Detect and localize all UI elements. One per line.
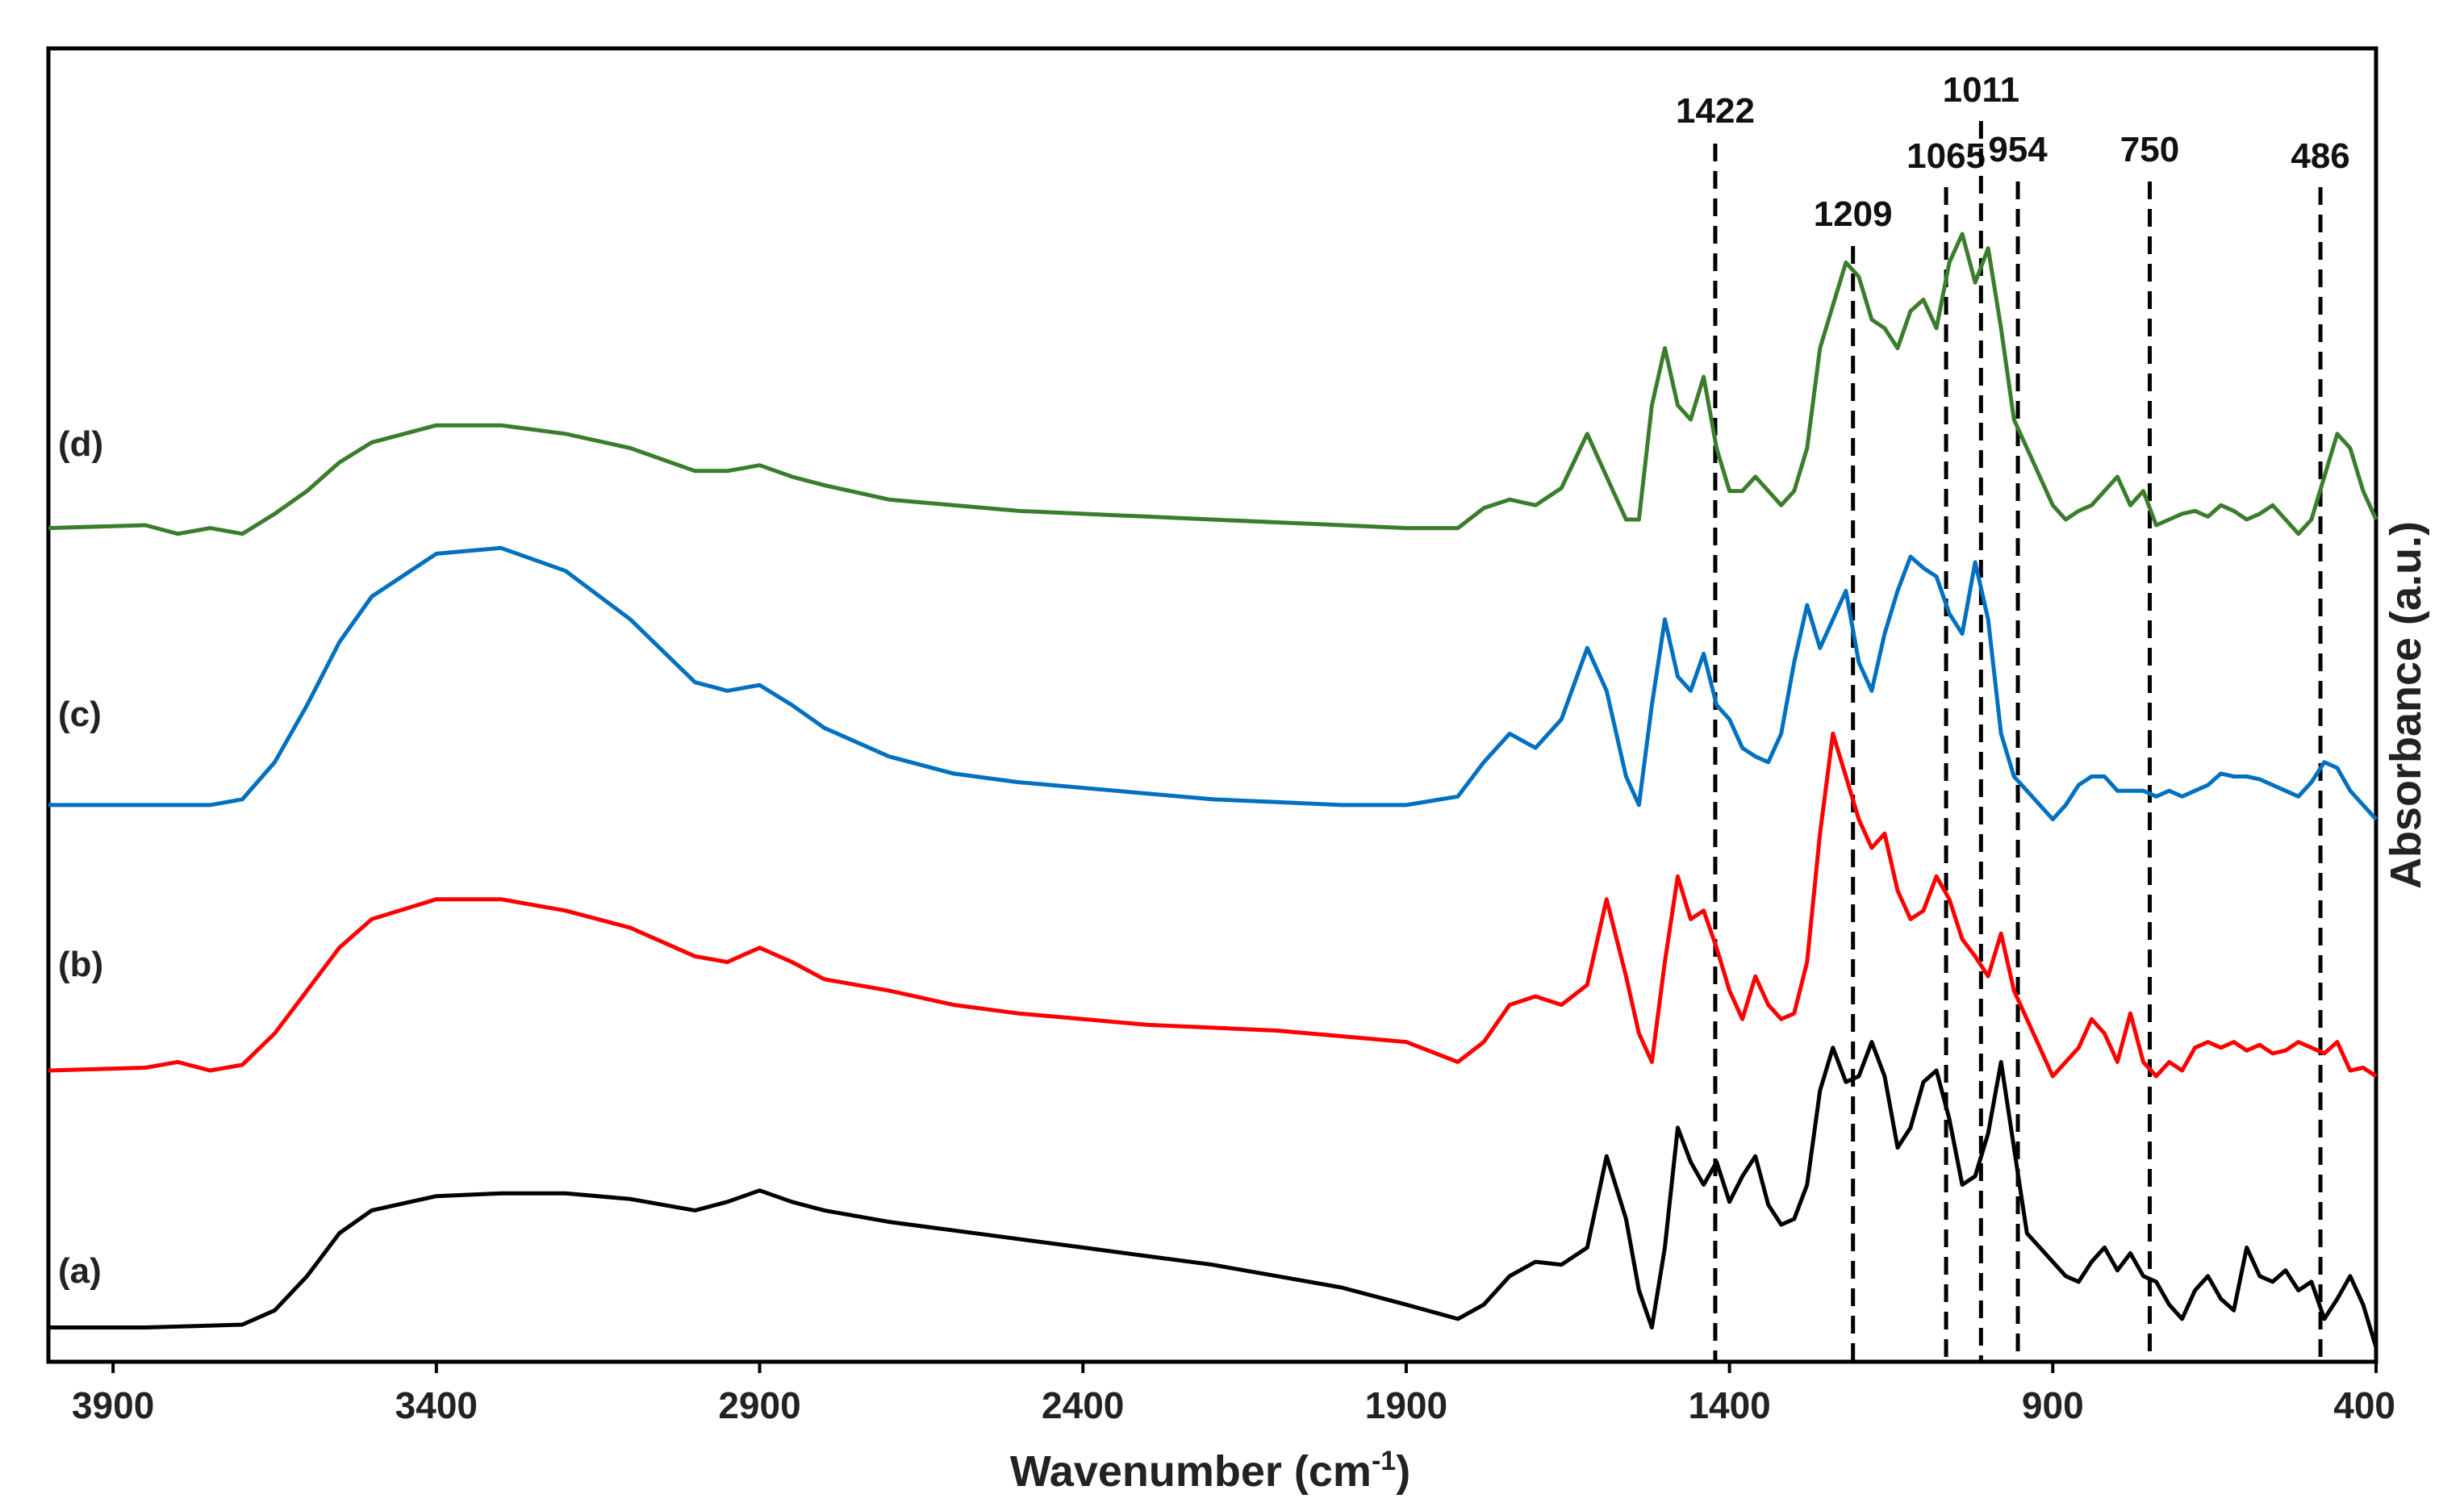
curve-label-0: (a) [58, 1251, 102, 1291]
x-tick-label-1: 3400 [395, 1384, 478, 1426]
series-line-2 [48, 545, 2378, 822]
plot-frame [46, 46, 2378, 1364]
reference-label-2: 1065 [1906, 136, 1986, 176]
x-axis-title-sup: -1 [1372, 1446, 1396, 1476]
curve-label-2: (c) [58, 695, 102, 734]
x-tick-label-5: 1400 [1688, 1384, 1770, 1426]
x-axis-title-end: ) [1396, 1447, 1410, 1496]
reference-label-4: 954 [1988, 130, 2048, 169]
reference-label-0: 1422 [1676, 91, 1755, 131]
reference-label-1: 1209 [1814, 194, 1893, 234]
x-axis-title: Wavenumber (cm-1) [1010, 1446, 1410, 1496]
x-tick-label-2: 2900 [718, 1384, 800, 1426]
x-tick-label-0: 3900 [72, 1384, 154, 1426]
reference-label-5: 750 [2120, 130, 2179, 169]
series-line-0 [48, 1040, 2378, 1349]
series-line-3 [48, 232, 2378, 536]
curve-label-1: (b) [58, 945, 103, 984]
x-tick-label-7: 400 [2333, 1384, 2395, 1426]
x-axis-title-main: Wavenumber (cm [1010, 1447, 1372, 1496]
y-axis-title: Absorbance (a.u.) [2382, 521, 2430, 889]
reference-label-3: 1011 [1943, 70, 2019, 110]
x-tick-label-4: 1900 [1365, 1384, 1447, 1426]
reference-label-6: 486 [2291, 136, 2349, 176]
series-line-1 [48, 731, 2378, 1079]
x-tick-label-3: 2400 [1042, 1384, 1124, 1426]
x-tick-label-6: 900 [2022, 1384, 2084, 1426]
curve-label-3: (d) [58, 424, 103, 464]
